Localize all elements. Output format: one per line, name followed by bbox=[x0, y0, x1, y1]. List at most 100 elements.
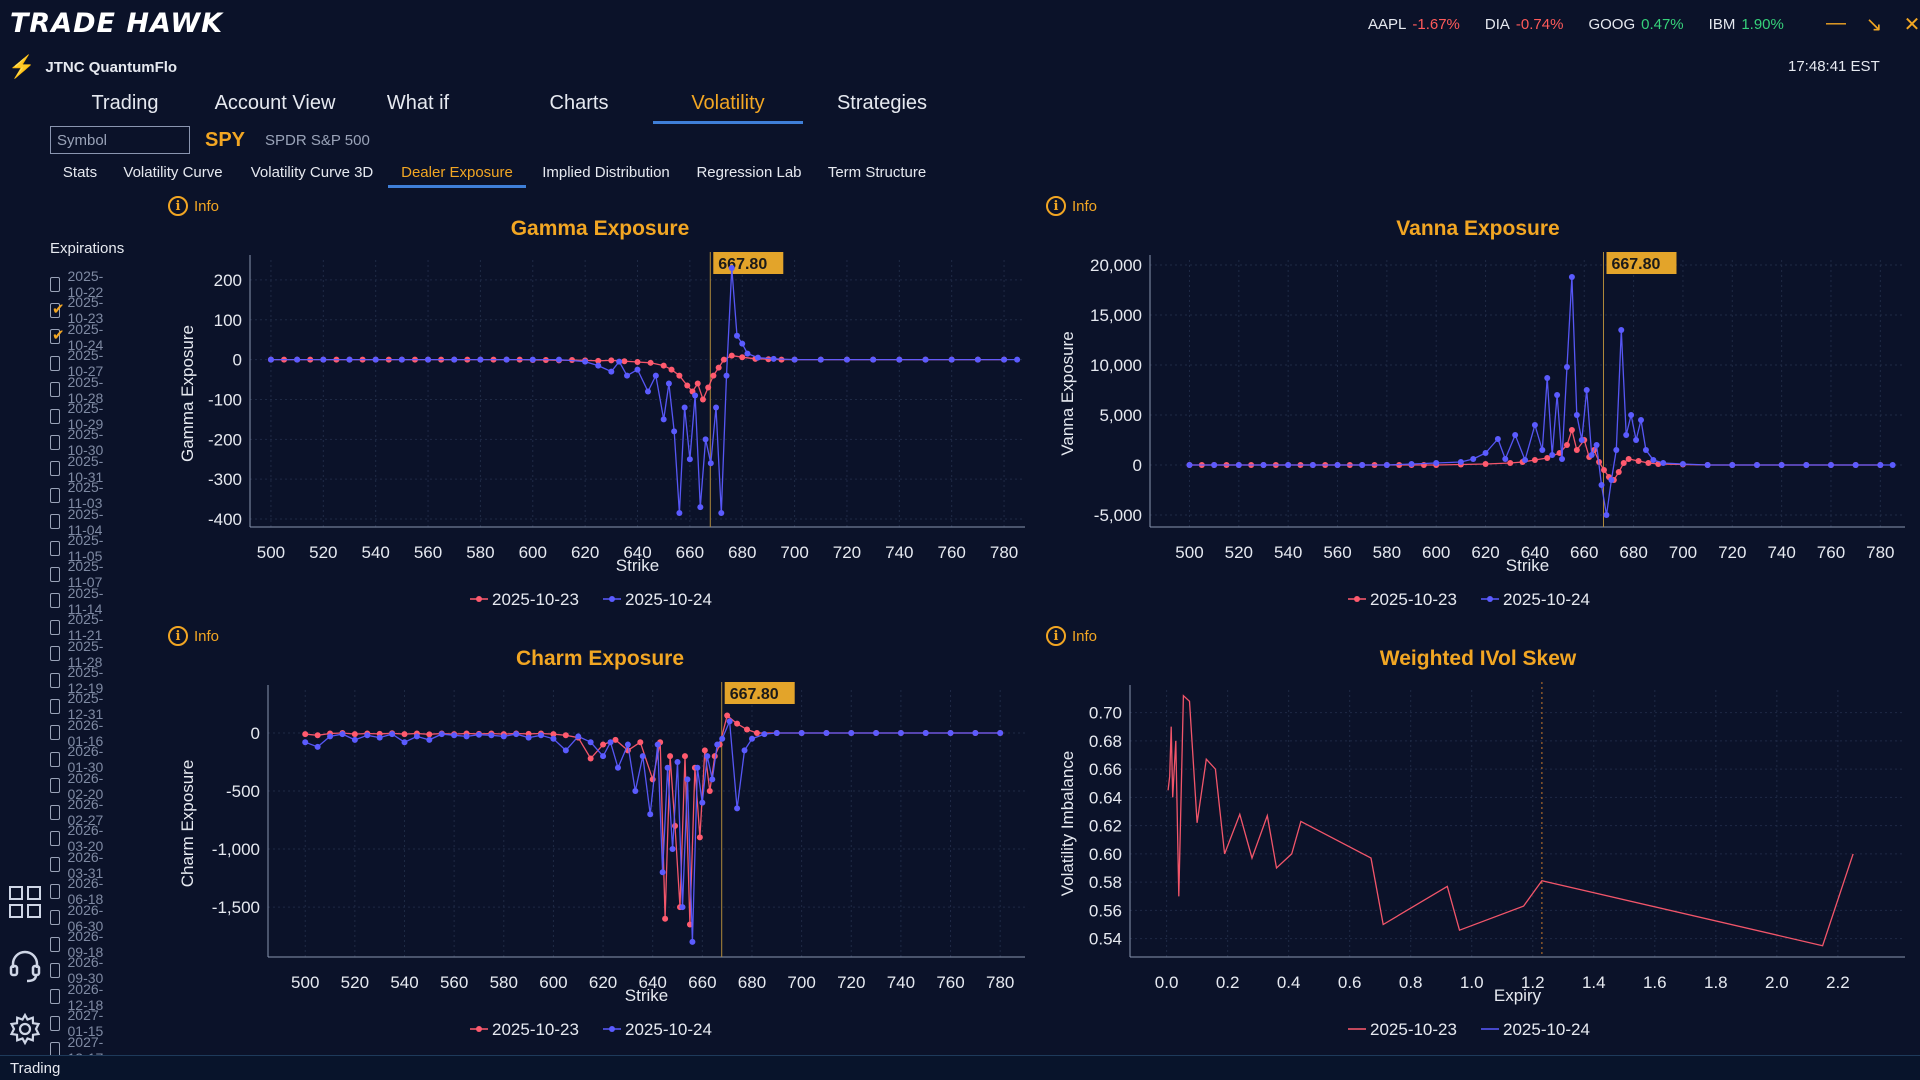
weighted-ivol-skew-chart[interactable]: Weighted IVol Skew 0.0 0.2 0.4 0.6 0.8 1.0 1.2 1… bbox=[1050, 645, 1920, 1050]
expiration-item[interactable]: 2026-01-30 bbox=[50, 743, 109, 775]
legend-label[interactable]: 2025-10-24 bbox=[625, 1020, 712, 1039]
legend-label[interactable]: 2025-10-24 bbox=[625, 590, 712, 609]
ticker-ibm[interactable]: IBM 1.90% bbox=[1709, 16, 1784, 33]
expiration-item[interactable]: 2025-10-31 bbox=[50, 453, 109, 485]
gamma-info-link[interactable]: i Info bbox=[168, 196, 219, 216]
expiration-item[interactable]: 2026-02-27 bbox=[50, 796, 109, 828]
expiration-checkbox[interactable] bbox=[50, 355, 60, 371]
expiration-item[interactable]: 2025-10-30 bbox=[50, 426, 109, 458]
vanna-info-link[interactable]: i Info bbox=[1046, 196, 1097, 216]
expiration-item[interactable]: 2026-06-18 bbox=[50, 875, 109, 907]
tab-trading[interactable]: Trading bbox=[91, 92, 159, 114]
minimize-icon[interactable]: — bbox=[1826, 12, 1846, 34]
expiration-checkbox[interactable] bbox=[50, 857, 60, 873]
expiration-item[interactable]: 2025-11-28 bbox=[50, 638, 109, 670]
expiration-item[interactable]: 2025-10-28 bbox=[50, 374, 109, 406]
expiration-checkbox[interactable] bbox=[50, 619, 60, 635]
expiration-item[interactable]: 2025-10-27 bbox=[50, 347, 109, 379]
expiration-item[interactable]: 2025-10-23 bbox=[50, 294, 109, 326]
grid-layout-icon[interactable] bbox=[8, 885, 42, 924]
expiration-checkbox[interactable] bbox=[50, 276, 60, 292]
expiration-item[interactable]: 2027-01-15 bbox=[50, 1007, 109, 1039]
expiration-checkbox[interactable] bbox=[50, 778, 60, 794]
expiration-item[interactable]: 2025-11-21 bbox=[50, 611, 109, 643]
tab-strategies[interactable]: Strategies bbox=[836, 92, 928, 114]
subtab-term-structure[interactable]: Term Structure bbox=[827, 164, 927, 181]
expiration-checkbox[interactable] bbox=[50, 646, 60, 662]
legend-label[interactable]: 2025-10-23 bbox=[492, 1020, 579, 1039]
restore-icon[interactable]: ↘ bbox=[1865, 14, 1883, 36]
expiration-checkbox[interactable] bbox=[50, 487, 60, 503]
expiration-item[interactable]: 2026-02-20 bbox=[50, 770, 109, 802]
tab-what-if[interactable]: What if bbox=[386, 92, 450, 114]
expiration-item[interactable]: 2026-12-18 bbox=[50, 981, 109, 1013]
legend-label[interactable]: 2025-10-23 bbox=[492, 590, 579, 609]
subtab-volatility-curve[interactable]: Volatility Curve bbox=[123, 164, 223, 181]
expiration-item[interactable]: 2026-03-31 bbox=[50, 849, 109, 881]
expiration-checkbox[interactable] bbox=[50, 408, 60, 424]
subtab-volatility-curve-3d[interactable]: Volatility Curve 3D bbox=[250, 164, 374, 181]
vanna-exposure-chart[interactable]: Vanna Exposure 500 520 540 560 580 600 620 640 66… bbox=[1050, 215, 1920, 620]
expiration-checkbox[interactable] bbox=[50, 514, 60, 530]
settings-gear-icon[interactable] bbox=[8, 1012, 42, 1051]
expiration-checkbox[interactable] bbox=[50, 883, 60, 899]
expiration-checkbox[interactable] bbox=[50, 1015, 60, 1031]
expiration-item[interactable]: 2025-11-04 bbox=[50, 506, 109, 538]
expiration-checkbox[interactable] bbox=[50, 936, 60, 952]
legend-label[interactable]: 2025-10-23 bbox=[1370, 1020, 1457, 1039]
symbol-input[interactable] bbox=[50, 126, 190, 154]
expiration-item[interactable]: 2025-10-29 bbox=[50, 400, 109, 432]
expiration-checkbox[interactable] bbox=[50, 566, 60, 582]
expiration-item[interactable]: 2025-12-19 bbox=[50, 664, 109, 696]
subtab-implied-distribution[interactable]: Implied Distribution bbox=[542, 164, 670, 181]
expiration-item[interactable]: 2026-01-16 bbox=[50, 717, 109, 749]
expiration-item[interactable]: 2025-11-03 bbox=[50, 479, 109, 511]
x-tick-label: 620 bbox=[1471, 543, 1499, 562]
charm-info-link[interactable]: i Info bbox=[168, 626, 219, 646]
expiration-item[interactable]: 2026-03-20 bbox=[50, 822, 109, 854]
expiration-checkbox[interactable] bbox=[50, 910, 60, 926]
skew-info-link[interactable]: i Info bbox=[1046, 626, 1097, 646]
expiration-item[interactable]: 2025-10-24 bbox=[50, 321, 109, 353]
expiration-checkbox[interactable] bbox=[50, 461, 60, 477]
ticker-goog[interactable]: GOOG 0.47% bbox=[1588, 16, 1683, 33]
charm-exposure-chart[interactable]: Charm Exposure 500 520 540 560 580 600 620 640 66… bbox=[170, 645, 1030, 1050]
expiration-checkbox[interactable] bbox=[50, 540, 60, 556]
subtab-dealer-exposure[interactable]: Dealer Exposure bbox=[388, 160, 526, 188]
gamma-exposure-chart[interactable]: Gamma Exposure 500 520 540 560 580 600 620 640 66… bbox=[170, 215, 1030, 620]
expiration-item[interactable]: 2026-09-30 bbox=[50, 954, 109, 986]
expiration-item[interactable]: 2025-11-07 bbox=[50, 558, 109, 590]
tab-volatility[interactable]: Volatility bbox=[653, 92, 803, 124]
legend-label[interactable]: 2025-10-23 bbox=[1370, 590, 1457, 609]
expiration-item[interactable]: 2025-12-31 bbox=[50, 690, 109, 722]
close-icon[interactable]: ✕ bbox=[1903, 14, 1920, 36]
expiration-checkbox[interactable] bbox=[50, 672, 60, 688]
ticker-aapl[interactable]: AAPL -1.67% bbox=[1368, 16, 1460, 33]
expiration-checkbox[interactable] bbox=[50, 804, 60, 820]
subtab-regression-lab[interactable]: Regression Lab bbox=[696, 164, 802, 181]
subtab-stats[interactable]: Stats bbox=[62, 164, 98, 181]
expiration-checkbox[interactable] bbox=[50, 382, 60, 398]
expiration-checkbox[interactable] bbox=[50, 725, 60, 741]
expiration-checkbox[interactable] bbox=[50, 434, 60, 450]
expiration-checkbox[interactable] bbox=[50, 989, 60, 1005]
expiration-checkbox[interactable] bbox=[50, 326, 64, 345]
expiration-checkbox[interactable] bbox=[50, 698, 60, 714]
expiration-checkbox[interactable] bbox=[50, 751, 60, 767]
legend-label[interactable]: 2025-10-24 bbox=[1503, 590, 1590, 609]
expiration-item[interactable]: 2025-11-14 bbox=[50, 585, 109, 617]
spot-marker-label: 667.80 bbox=[1611, 256, 1660, 273]
tab-account-view[interactable]: Account View bbox=[214, 92, 336, 114]
expiration-item[interactable]: 2026-06-30 bbox=[50, 902, 109, 934]
expiration-checkbox[interactable] bbox=[50, 300, 64, 318]
expiration-checkbox[interactable] bbox=[50, 962, 60, 978]
expiration-item[interactable]: 2025-10-22 bbox=[50, 268, 109, 300]
expiration-checkbox[interactable] bbox=[50, 830, 60, 846]
expiration-checkbox[interactable] bbox=[50, 593, 60, 609]
ticker-dia[interactable]: DIA -0.74% bbox=[1485, 16, 1564, 33]
expiration-item[interactable]: 2025-11-05 bbox=[50, 532, 109, 564]
headset-support-icon[interactable] bbox=[8, 948, 42, 989]
tab-charts[interactable]: Charts bbox=[549, 92, 609, 114]
expiration-item[interactable]: 2026-09-18 bbox=[50, 928, 109, 960]
legend-label[interactable]: 2025-10-24 bbox=[1503, 1020, 1590, 1039]
